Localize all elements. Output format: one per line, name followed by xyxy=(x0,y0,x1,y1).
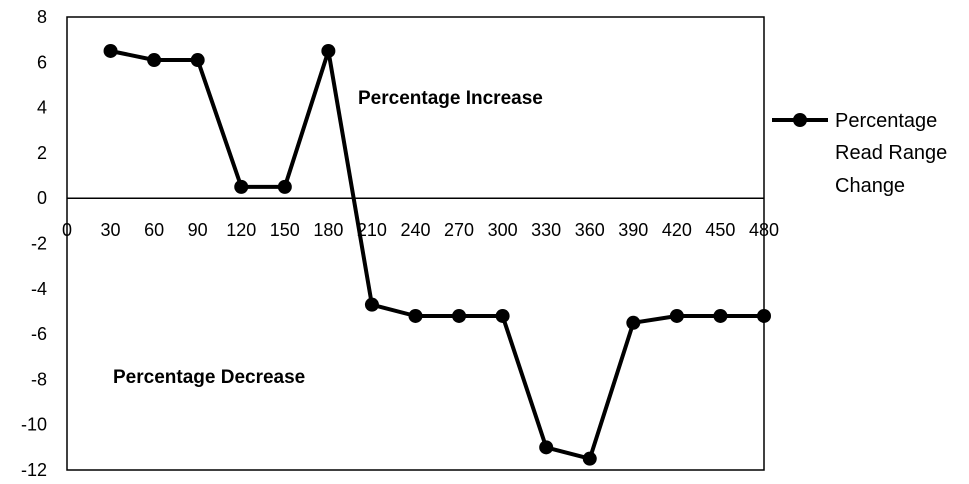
series-points xyxy=(103,43,771,466)
y-tick-label: -8 xyxy=(31,369,47,389)
x-tick-label: 120 xyxy=(226,220,256,240)
legend-marker xyxy=(793,113,807,127)
legend-label-line-3: Change xyxy=(835,175,905,197)
x-tick-label: 480 xyxy=(749,220,779,240)
annotation-decrease: Percentage Decrease xyxy=(113,367,305,388)
y-tick-label: 4 xyxy=(37,98,47,118)
data-point xyxy=(713,308,728,323)
data-point xyxy=(364,297,379,312)
data-point xyxy=(190,53,205,68)
legend-label-line-1: Percentage xyxy=(835,110,937,132)
y-tick-label: -2 xyxy=(31,234,47,254)
data-point xyxy=(103,43,118,58)
x-tick-label: 240 xyxy=(400,220,430,240)
y-tick-label: -12 xyxy=(21,460,47,480)
y-axis-ticks: 8 6 4 2 0 -2 -4 -6 -8 -10 -12 xyxy=(21,7,47,480)
y-tick-label: -10 xyxy=(21,415,47,435)
x-tick-label: 60 xyxy=(144,220,164,240)
data-point xyxy=(234,179,249,194)
annotation-increase: Percentage Increase xyxy=(358,88,543,109)
x-tick-label: 360 xyxy=(575,220,605,240)
x-tick-label: 150 xyxy=(270,220,300,240)
x-tick-label: 300 xyxy=(488,220,518,240)
x-tick-label: 90 xyxy=(188,220,208,240)
x-tick-label: 180 xyxy=(313,220,343,240)
data-point xyxy=(321,43,336,58)
data-point xyxy=(408,308,423,323)
y-tick-label: 2 xyxy=(37,143,47,163)
series-line xyxy=(110,49,764,461)
y-tick-label: -4 xyxy=(31,279,47,299)
x-tick-label: 0 xyxy=(62,220,72,240)
x-tick-label: 450 xyxy=(705,220,735,240)
data-point xyxy=(539,440,554,455)
y-tick-label: 8 xyxy=(37,7,47,27)
data-point xyxy=(669,308,684,323)
plot-area-frame xyxy=(66,16,765,471)
x-axis-ticks: 0 30 60 90 120 150 180 210 240 270 300 330 360 390 420… xyxy=(62,220,779,240)
data-point xyxy=(757,308,771,323)
legend-label-line-2: Read Range xyxy=(835,142,947,164)
x-tick-label: 330 xyxy=(531,220,561,240)
data-point xyxy=(277,179,292,194)
y-tick-label: -6 xyxy=(31,324,47,344)
x-tick-label: 390 xyxy=(618,220,648,240)
x-tick-label: 30 xyxy=(101,220,121,240)
x-tick-label: 210 xyxy=(357,220,387,240)
y-tick-label: 6 xyxy=(37,52,47,72)
data-point xyxy=(452,308,467,323)
x-tick-label: 270 xyxy=(444,220,474,240)
data-point xyxy=(626,315,641,330)
legend: Percentage Read Range Change xyxy=(772,110,947,197)
data-point xyxy=(495,308,510,323)
data-point xyxy=(147,53,162,68)
y-tick-label: 0 xyxy=(37,188,47,208)
x-tick-label: 420 xyxy=(662,220,692,240)
data-point xyxy=(582,451,597,466)
